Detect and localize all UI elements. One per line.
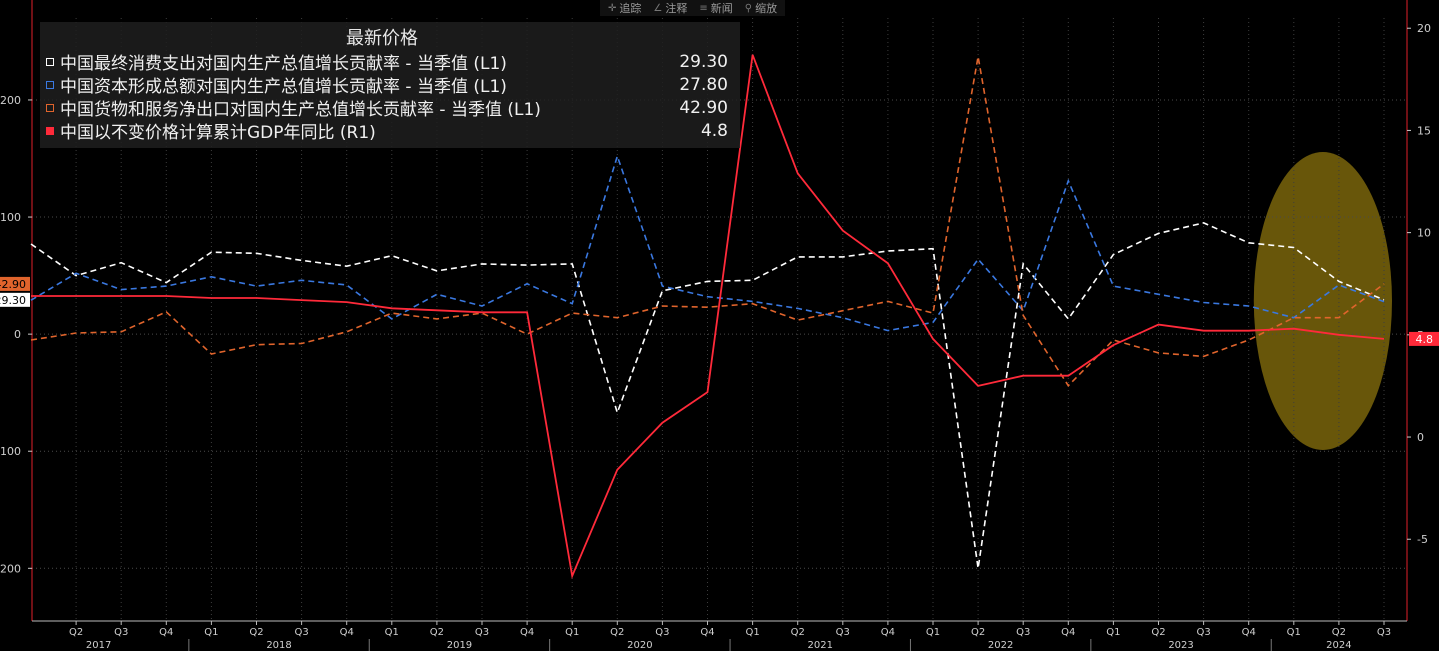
x-tick-label: Q4 [340, 627, 354, 638]
x-tick-label: Q2 [430, 627, 444, 638]
x-tick-label: Q1 [745, 627, 759, 638]
tool-news[interactable]: ≡ 新闻 [695, 0, 736, 16]
right-tick-label: 10 [1417, 227, 1431, 240]
legend-item-consumption[interactable]: 中国最终消费支出对国内生产总值增长贡献率 - 当季值 (L1) 29.30 [40, 50, 740, 74]
left-tick-label: 100 [0, 211, 21, 224]
x-tick-label: Q3 [114, 627, 128, 638]
tool-zoom-label: 缩放 [755, 2, 778, 15]
legend-item-label: 中国资本形成总额对国内生产总值增长贡献率 - 当季值 (L1) [60, 77, 507, 97]
x-tick-label: Q4 [700, 627, 714, 638]
annotate-icon: ∠ [653, 2, 663, 14]
right-tick-label: -5 [1417, 533, 1428, 546]
last-value-badge [0, 292, 30, 307]
left-tick-label: 0 [14, 328, 21, 341]
right-tick-label: 20 [1417, 22, 1431, 35]
last-value-badge [0, 276, 30, 291]
legend-panel: 最新价格 中国最终消费支出对国内生产总值增长贡献率 - 当季值 (L1) 29.… [40, 22, 740, 148]
x-tick-label: Q4 [159, 627, 173, 638]
legend-swatch-blue [46, 80, 54, 89]
series-line [31, 54, 1385, 580]
x-tick-label: Q4 [520, 627, 534, 638]
x-tick-label: Q3 [294, 627, 308, 638]
legend-item-value: 27.80 [679, 74, 728, 95]
x-year-label: 2017 [86, 640, 111, 651]
x-tick-label: Q1 [385, 627, 399, 638]
legend-swatch-red [46, 126, 54, 135]
legend-item-label: 中国以不变价格计算累计GDP年同比 (R1) [60, 123, 376, 143]
crosshair-icon: ✛ [608, 2, 617, 14]
last-value-label: 4.8 [1416, 333, 1434, 346]
legend-item-label: 中国最终消费支出对国内生产总值增长贡献率 - 当季值 (L1) [60, 54, 507, 74]
legend-item-gdp[interactable]: 中国以不变价格计算累计GDP年同比 (R1) 4.8 [40, 119, 740, 143]
legend-swatch-white [46, 57, 54, 66]
last-value-badge [1409, 331, 1439, 346]
news-icon: ≡ [699, 2, 708, 14]
series-line [30, 222, 1385, 569]
highlight-ellipse [1253, 152, 1392, 450]
x-year-label: 2022 [988, 640, 1013, 651]
x-tick-label: Q1 [1287, 627, 1301, 638]
left-tick-label: 200 [0, 94, 21, 107]
x-tick-label: Q4 [1061, 627, 1075, 638]
chart-toolbar: ✛ 追踪 ∠ 注释 ≡ 新闻 ⚲ 缩放 [600, 0, 786, 16]
x-tick-label: Q4 [881, 627, 895, 638]
x-tick-label: Q2 [69, 627, 83, 638]
tool-annotate[interactable]: ∠ 注释 [649, 0, 691, 16]
legend-item-value: 4.8 [700, 120, 728, 141]
last-value-label: 42.90 [0, 278, 26, 291]
x-year-label: 2019 [447, 640, 472, 651]
right-tick-label: 15 [1417, 124, 1431, 137]
last-value-label: 29.30 [0, 294, 26, 307]
tool-track-label: 追踪 [619, 2, 642, 15]
zoom-icon: ⚲ [744, 2, 753, 14]
x-year-label: 2018 [266, 640, 291, 651]
legend-item-investment[interactable]: 中国资本形成总额对国内生产总值增长贡献率 - 当季值 (L1) 27.80 [40, 73, 740, 97]
x-tick-label: Q3 [475, 627, 489, 638]
series-line [30, 153, 1385, 332]
left-tick-label: -200 [0, 562, 21, 575]
x-tick-label: Q4 [1242, 627, 1256, 638]
x-tick-label: Q3 [1377, 627, 1391, 638]
tool-annotate-label: 注释 [665, 2, 688, 15]
x-tick-label: Q1 [1106, 627, 1120, 638]
x-year-label: 2021 [808, 640, 833, 651]
x-tick-label: Q3 [1016, 627, 1030, 638]
right-tick-label: 0 [1417, 431, 1424, 444]
x-year-label: 2024 [1326, 640, 1351, 651]
tool-track[interactable]: ✛ 追踪 [604, 0, 645, 16]
x-tick-label: Q3 [655, 627, 669, 638]
legend-item-label: 中国货物和服务净出口对国内生产总值增长贡献率 - 当季值 (L1) [60, 100, 541, 120]
x-tick-label: Q2 [971, 627, 985, 638]
tool-zoom[interactable]: ⚲ 缩放 [741, 0, 781, 16]
left-tick-label: -100 [0, 445, 21, 458]
x-tick-label: Q2 [1151, 627, 1165, 638]
x-tick-label: Q2 [249, 627, 263, 638]
x-tick-label: Q3 [1196, 627, 1210, 638]
x-tick-label: Q2 [791, 627, 805, 638]
x-tick-label: Q2 [610, 627, 624, 638]
x-year-label: 2023 [1168, 640, 1193, 651]
x-tick-label: Q1 [926, 627, 940, 638]
legend-title: 最新价格 [346, 28, 418, 49]
x-year-label: 2020 [627, 640, 652, 651]
x-tick-label: Q3 [836, 627, 850, 638]
legend-swatch-orange [46, 103, 54, 112]
legend-item-value: 29.30 [679, 51, 728, 72]
legend-item-value: 42.90 [679, 97, 728, 118]
x-tick-label: Q2 [1332, 627, 1346, 638]
x-tick-label: Q1 [565, 627, 579, 638]
series-line [30, 56, 1385, 387]
x-tick-label: Q1 [204, 627, 218, 638]
legend-item-net-export[interactable]: 中国货物和服务净出口对国内生产总值增长贡献率 - 当季值 (L1) 42.90 [40, 96, 740, 120]
tool-news-label: 新闻 [710, 2, 733, 15]
